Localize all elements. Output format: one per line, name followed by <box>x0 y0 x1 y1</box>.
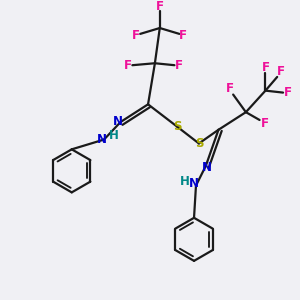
Text: F: F <box>261 61 269 74</box>
Text: H: H <box>180 175 190 188</box>
Text: N: N <box>202 161 212 174</box>
Text: N: N <box>97 133 107 146</box>
Text: F: F <box>260 117 268 130</box>
Text: N: N <box>113 116 123 128</box>
Text: F: F <box>132 29 140 42</box>
Text: F: F <box>156 0 164 13</box>
Text: S: S <box>173 120 182 133</box>
Text: S: S <box>195 137 203 150</box>
Text: H: H <box>109 129 119 142</box>
Text: N: N <box>189 177 199 190</box>
Text: F: F <box>226 82 234 95</box>
Text: F: F <box>284 86 292 99</box>
Text: F: F <box>124 59 131 72</box>
Text: F: F <box>179 29 187 42</box>
Text: F: F <box>277 64 285 78</box>
Text: F: F <box>176 59 183 72</box>
